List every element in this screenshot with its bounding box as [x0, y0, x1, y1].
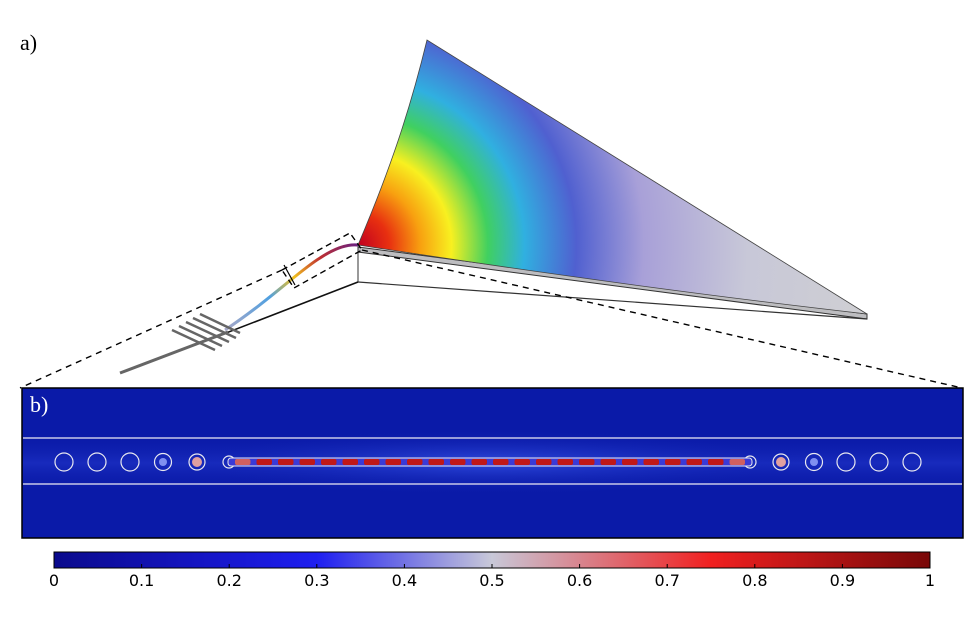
support-line [207, 281, 359, 341]
slot-cavity [227, 457, 753, 467]
field-lobe [643, 459, 659, 465]
right-warm-hole [810, 458, 818, 466]
field-lobe [536, 459, 552, 465]
field-lobe [278, 459, 294, 465]
grating-coupler [171, 312, 241, 352]
spectrometer-schematic [19, 39, 963, 389]
colorbar-tick-label: 0.6 [567, 571, 592, 590]
colorbar-tick-label: 0.3 [304, 571, 329, 590]
field-lobe [579, 459, 595, 465]
field-lobe [407, 459, 423, 465]
field-lobe [364, 459, 380, 465]
field-lobe [729, 459, 745, 465]
field-map [21, 387, 964, 539]
left-warm-hole [159, 458, 167, 466]
field-lobe [428, 459, 444, 465]
field-lobe [600, 459, 616, 465]
field-lobe [708, 459, 724, 465]
colorbar: 0 0.1 0.2 0.3 0.4 0.5 0.6 0.7 0.8 0.9 1 [49, 551, 935, 590]
field-lobe [622, 459, 638, 465]
cavity-field-lobes [235, 459, 745, 465]
input-waveguide [119, 330, 229, 375]
waveguide-marker [283, 264, 296, 286]
field-lobe [299, 459, 315, 465]
colorbar-tick-label: 0.1 [129, 571, 154, 590]
colorbar-tick-label: 0.8 [742, 571, 767, 590]
field-lobe [665, 459, 681, 465]
zoom-region-box [280, 232, 364, 289]
panel-a-label: a) [20, 30, 38, 55]
right-mirror-holes [743, 452, 922, 472]
prism-base-line [357, 281, 868, 320]
zoom-guide-right [361, 249, 963, 389]
colorbar-tick-label: 0.2 [216, 571, 241, 590]
left-hot-hole [192, 457, 202, 467]
colorbar-tick-label: 0.5 [479, 571, 504, 590]
colorbar-tick-label: 0 [49, 571, 59, 590]
colorbar-tick-label: 1 [925, 571, 935, 590]
field-lobe [321, 459, 337, 465]
field-lobe [235, 459, 251, 465]
field-lobe [557, 459, 573, 465]
field-lobe [514, 459, 530, 465]
field-lobe [342, 459, 358, 465]
field-lobe [686, 459, 702, 465]
curved-waveguide [224, 243, 359, 332]
field-lobe [385, 459, 401, 465]
field-lobe [450, 459, 466, 465]
field-lobe [256, 459, 272, 465]
field-lobe [471, 459, 487, 465]
colorbar-tick-label: 0.7 [654, 571, 679, 590]
field-lobe [493, 459, 509, 465]
right-hot-hole [776, 457, 786, 467]
prism-body [357, 39, 868, 315]
colorbar-tick-label: 0.9 [830, 571, 855, 590]
panel-b-label: b) [30, 392, 49, 417]
colorbar-tick-label: 0.4 [392, 571, 417, 590]
colorbar-ticks: 0 0.1 0.2 0.3 0.4 0.5 0.6 0.7 0.8 0.9 1 [49, 564, 935, 590]
zoom-guide-left [19, 269, 283, 389]
